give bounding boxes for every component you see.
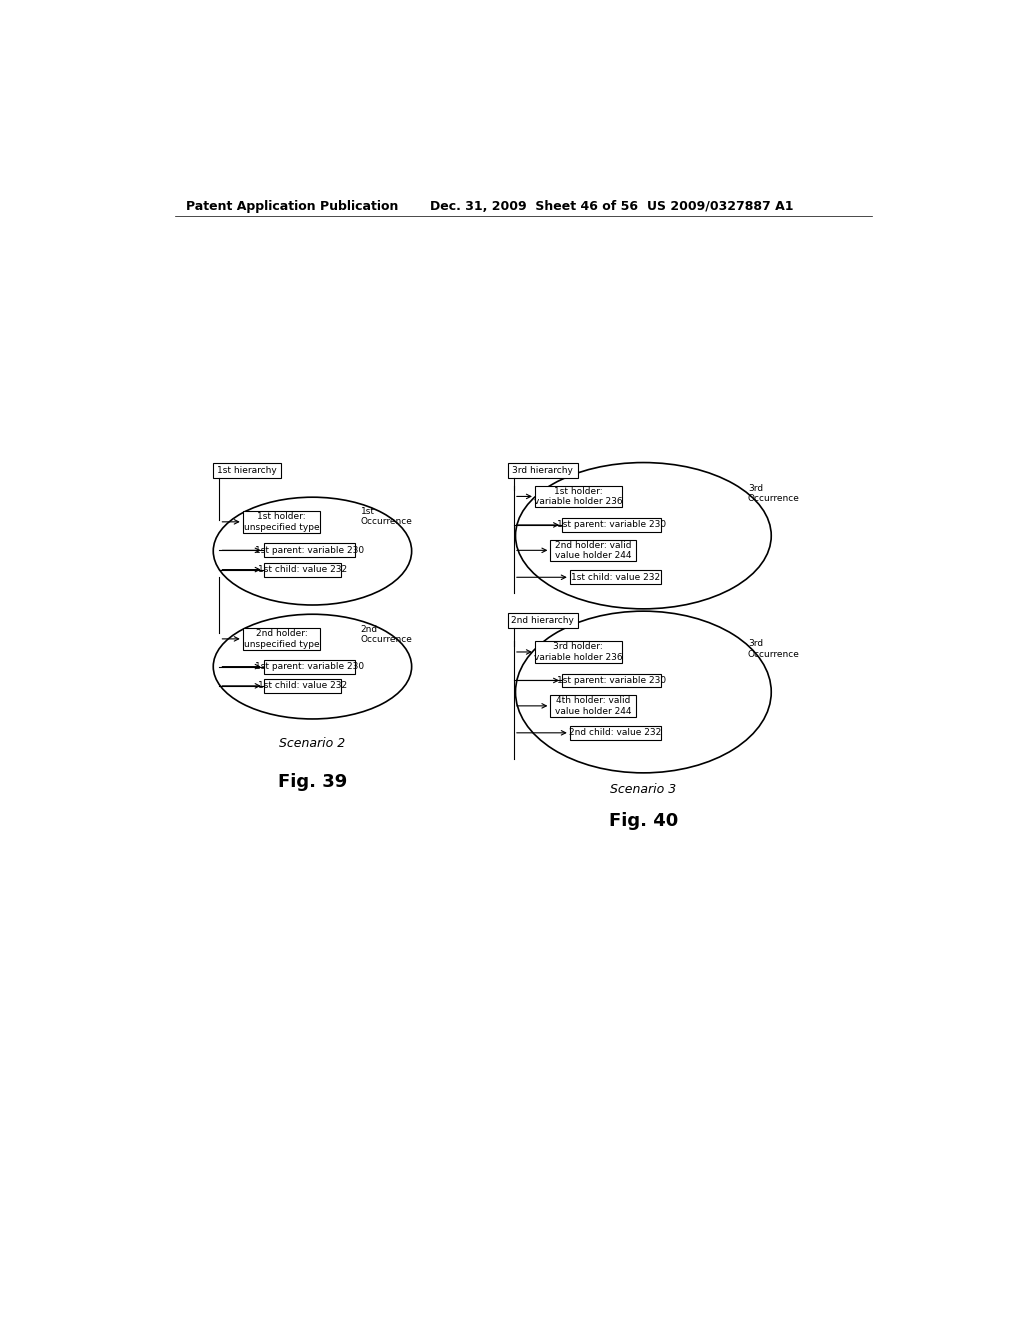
- Text: 2nd holder:
unspecified type: 2nd holder: unspecified type: [244, 630, 319, 648]
- Text: Dec. 31, 2009  Sheet 46 of 56: Dec. 31, 2009 Sheet 46 of 56: [430, 199, 638, 213]
- Bar: [550, 696, 636, 717]
- Text: 4th holder: valid
value holder 244: 4th holder: valid value holder 244: [555, 696, 631, 715]
- Text: 1st
Occurrence: 1st Occurrence: [360, 507, 413, 527]
- Bar: [562, 517, 662, 532]
- Bar: [569, 726, 662, 739]
- Bar: [562, 673, 662, 688]
- Text: 1st parent: variable 230: 1st parent: variable 230: [255, 663, 364, 671]
- Text: 1st parent: variable 230: 1st parent: variable 230: [557, 676, 667, 685]
- Bar: [550, 540, 636, 561]
- Text: 2nd holder: valid
value holder 244: 2nd holder: valid value holder 244: [555, 541, 631, 560]
- Text: Patent Application Publication: Patent Application Publication: [186, 199, 398, 213]
- Bar: [508, 462, 578, 478]
- Bar: [508, 612, 578, 628]
- Text: 1st holder:
variable holder 236: 1st holder: variable holder 236: [534, 487, 623, 506]
- Text: 3rd hierarchy: 3rd hierarchy: [512, 466, 573, 475]
- Ellipse shape: [515, 611, 771, 774]
- Bar: [263, 678, 341, 693]
- Bar: [263, 660, 355, 673]
- Text: 3rd
Occurrence: 3rd Occurrence: [748, 639, 800, 659]
- Text: 2nd child: value 232: 2nd child: value 232: [569, 729, 662, 738]
- Bar: [535, 486, 622, 507]
- Text: 1st holder:
unspecified type: 1st holder: unspecified type: [244, 512, 319, 532]
- Text: Fig. 40: Fig. 40: [608, 812, 678, 829]
- Text: 1st parent: variable 230: 1st parent: variable 230: [255, 546, 364, 554]
- Text: 1st hierarchy: 1st hierarchy: [217, 466, 278, 475]
- Bar: [263, 562, 341, 577]
- Text: Fig. 39: Fig. 39: [278, 774, 347, 791]
- Ellipse shape: [515, 462, 771, 609]
- Bar: [569, 570, 662, 585]
- Text: 3rd
Occurrence: 3rd Occurrence: [748, 483, 800, 503]
- Ellipse shape: [213, 614, 412, 719]
- Text: Scenario 3: Scenario 3: [610, 783, 677, 796]
- Text: 1st child: value 232: 1st child: value 232: [258, 565, 347, 574]
- Text: 2nd
Occurrence: 2nd Occurrence: [360, 624, 413, 644]
- Bar: [213, 462, 282, 478]
- Text: 3rd holder:
variable holder 236: 3rd holder: variable holder 236: [534, 643, 623, 661]
- Ellipse shape: [213, 498, 412, 605]
- Text: US 2009/0327887 A1: US 2009/0327887 A1: [647, 199, 794, 213]
- Bar: [243, 628, 321, 649]
- Bar: [263, 544, 355, 557]
- Text: 1st child: value 232: 1st child: value 232: [571, 573, 660, 582]
- Text: 1st child: value 232: 1st child: value 232: [258, 681, 347, 690]
- Text: 1st parent: variable 230: 1st parent: variable 230: [557, 520, 667, 529]
- Bar: [243, 511, 321, 533]
- Text: Scenario 2: Scenario 2: [280, 737, 345, 750]
- Text: 2nd hierarchy: 2nd hierarchy: [511, 616, 574, 624]
- Bar: [535, 642, 622, 663]
